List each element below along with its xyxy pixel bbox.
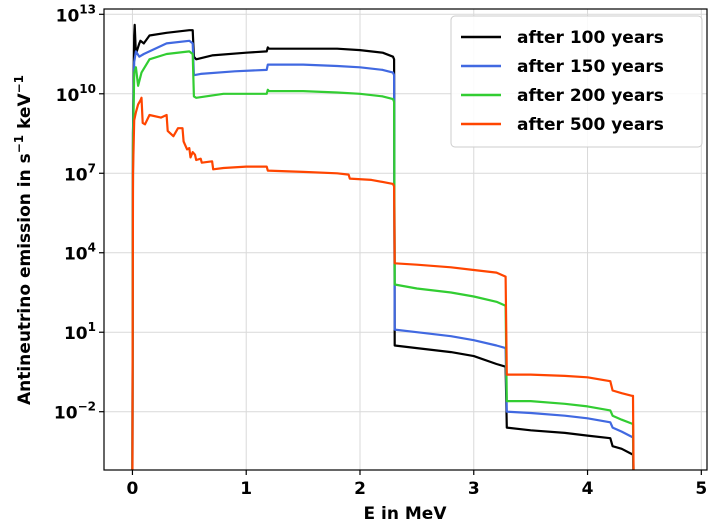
y-axis-label-unit: keV [15, 93, 35, 135]
legend-box [450, 15, 703, 148]
x-tick-label: 4 [582, 479, 594, 499]
series-lines [131, 23, 635, 470]
x-tick-label: 3 [468, 479, 480, 499]
y-tick-label: 104 [64, 241, 96, 265]
y-tick-label: 1010 [56, 82, 96, 106]
y-tick-label: 10−2 [54, 400, 96, 424]
legend-label: after 150 years [517, 57, 664, 77]
y-tick-label: 101 [64, 320, 96, 344]
x-tick-label: 5 [695, 479, 707, 499]
series-line-1 [131, 23, 635, 470]
legend-label: after 500 years [517, 115, 664, 135]
legend-label: after 100 years [517, 28, 664, 48]
series-line-2 [131, 39, 635, 470]
legend: after 100 years after 150 years after 200 … [450, 15, 703, 148]
y-axis-label-exp-1: −1 [12, 135, 26, 153]
y-axis-label: Antineutrino emission in s−1 keV−1 [12, 75, 35, 405]
legend-label: after 200 years [517, 86, 664, 106]
x-tick-label: 1 [240, 479, 252, 499]
y-tick-label: 107 [64, 161, 96, 185]
series-line-3 [131, 50, 635, 470]
x-tick-label: 2 [354, 479, 366, 499]
x-tick-label: 0 [127, 479, 139, 499]
y-tick-label: 1013 [56, 2, 96, 26]
x-axis-label: E in MeV [364, 504, 448, 523]
series-line-4 [131, 96, 635, 470]
y-axis-label-main: Antineutrino emission in s [15, 153, 35, 405]
plot-frame [103, 8, 708, 471]
x-axis: 0 1 2 3 4 5 [127, 470, 707, 499]
y-axis: 10−2 101 104 107 1010 1013 [54, 2, 104, 424]
y-axis-label-exp-2: −1 [12, 75, 26, 93]
